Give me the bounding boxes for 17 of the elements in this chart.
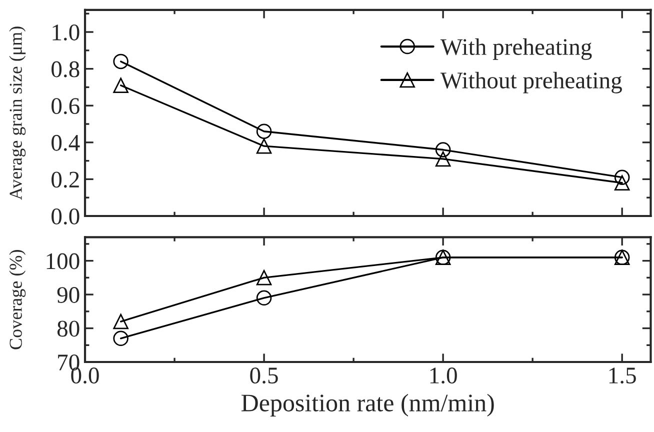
x-tick-label: 1.0 bbox=[430, 368, 457, 384]
y-axis-title: Average grain size (μm) bbox=[9, 26, 26, 200]
y-tick-label: 0.8 bbox=[52, 61, 80, 78]
x-tick-label: 1.5 bbox=[609, 368, 636, 384]
y-tick-label: 80 bbox=[57, 320, 80, 337]
y-tick-label: 0.4 bbox=[52, 134, 80, 151]
y-tick-label: 100 bbox=[46, 253, 80, 270]
y-tick-label: 0.2 bbox=[52, 172, 79, 188]
y-tick-label: 0.0 bbox=[52, 208, 80, 225]
y-tick-label: 1.0 bbox=[52, 24, 80, 41]
x-axis-title: Deposition rate (nm/min) bbox=[242, 394, 494, 417]
legend-label: Without preheating bbox=[440, 72, 622, 94]
legend-label: With preheating bbox=[440, 38, 592, 60]
x-tick-label: 0.5 bbox=[250, 368, 278, 384]
y-tick-label: 90 bbox=[57, 287, 80, 303]
y-axis-title: Coverage (%) bbox=[9, 250, 26, 350]
y-tick-label: 0.6 bbox=[52, 98, 80, 114]
